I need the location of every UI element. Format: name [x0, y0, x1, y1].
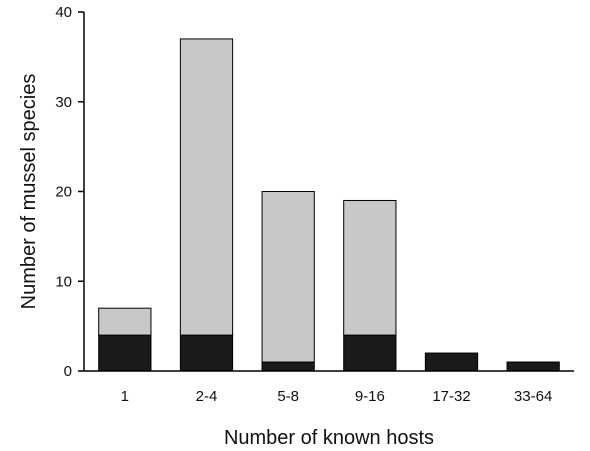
x-tick-label: 9-16 — [355, 388, 385, 405]
bar-2-4-segment-2 — [179, 38, 234, 336]
x-axis-title: Number of known hosts — [224, 427, 434, 449]
bar-2-4-segment-1 — [179, 334, 234, 372]
bar-1-segment-2 — [98, 307, 152, 336]
y-axis-title: Number of mussel species — [18, 74, 40, 310]
y-tick-label: 10 — [55, 273, 72, 290]
y-tick-label: 40 — [55, 4, 72, 21]
y-ticks: 0 10 20 30 40 — [55, 4, 84, 380]
bar-9-16-segment-2 — [343, 199, 397, 336]
y-tick-label: 30 — [55, 94, 72, 111]
x-tick-label: 1 — [121, 388, 129, 405]
x-tick-label: 5-8 — [277, 388, 299, 405]
x-tick-label: 17-32 — [432, 388, 470, 405]
y-tick-label: 0 — [64, 363, 72, 380]
bars-group — [98, 38, 560, 372]
bar-1-segment-1 — [98, 334, 152, 372]
bar-5-8-segment-2 — [261, 191, 315, 363]
bar-9-16-segment-1 — [343, 334, 397, 372]
x-tick-label: 33-64 — [514, 388, 552, 405]
x-tick-labels: 1 2-4 5-8 9-16 17-32 33-64 — [121, 388, 553, 405]
y-tick-label: 20 — [55, 184, 72, 201]
x-tick-label: 2-4 — [196, 388, 218, 405]
bar-5-8-segment-1 — [261, 361, 315, 372]
bar-33-64-segment-1 — [506, 361, 560, 372]
axes-group — [83, 12, 574, 372]
bar-17-32-segment-1 — [424, 352, 479, 372]
